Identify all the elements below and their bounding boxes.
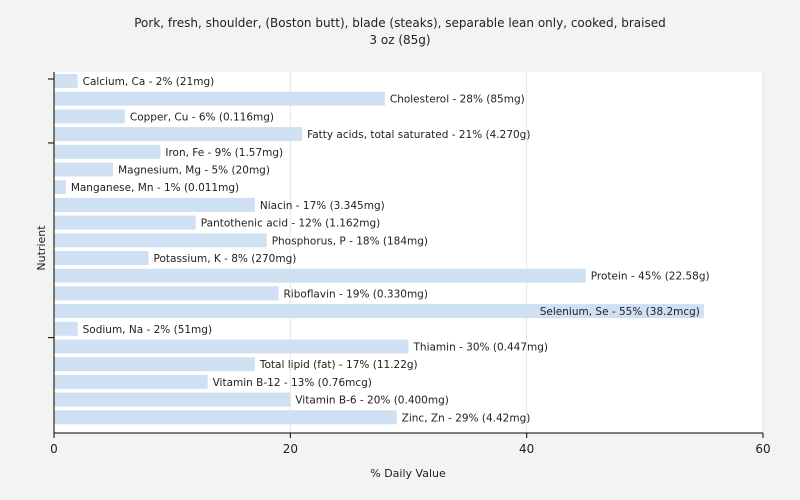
- data-label-18: Vitamin B-6 - 20% (0.400mg): [295, 395, 449, 407]
- data-label-16: Total lipid (fat) - 17% (11.22g): [259, 359, 418, 371]
- x-tick-label-2: 40: [519, 442, 534, 456]
- bar-0: [54, 74, 78, 88]
- x-tick-label-3: 60: [755, 442, 770, 456]
- data-label-7: Niacin - 17% (3.345mg): [260, 200, 385, 212]
- bar-17: [54, 374, 208, 389]
- bar-16: [54, 357, 255, 372]
- data-label-17: Vitamin B-12 - 13% (0.76mcg): [213, 377, 372, 389]
- data-label-19: Zinc, Zn - 29% (4.42mg): [402, 412, 531, 424]
- bar-5: [54, 162, 114, 177]
- data-label-5: Magnesium, Mg - 5% (20mg): [118, 165, 270, 177]
- bar-11: [54, 268, 586, 283]
- bar-14: [54, 321, 78, 336]
- y-axis-title: Nutrient: [35, 225, 48, 271]
- bar-2: [54, 109, 125, 124]
- bar-6: [54, 180, 66, 195]
- bar-4: [54, 144, 161, 159]
- bar-18: [54, 392, 291, 407]
- x-axis-title: % Daily Value: [370, 467, 446, 480]
- data-label-0: Calcium, Ca - 2% (21mg): [83, 76, 215, 88]
- bar-9: [54, 233, 267, 248]
- bar-8: [54, 215, 196, 230]
- bars: [54, 74, 704, 425]
- data-label-14: Sodium, Na - 2% (51mg): [83, 324, 212, 336]
- data-label-6: Manganese, Mn - 1% (0.011mg): [71, 182, 239, 194]
- data-label-15: Thiamin - 30% (0.447mg): [413, 342, 549, 354]
- data-label-12: Riboflavin - 19% (0.330mg): [284, 288, 428, 300]
- data-label-4: Iron, Fe - 9% (1.57mg): [165, 147, 283, 159]
- data-label-9: Phosphorus, P - 18% (184mg): [272, 235, 428, 247]
- data-label-11: Protein - 45% (22.58g): [591, 271, 710, 283]
- bar-3: [54, 127, 303, 142]
- bar-19: [54, 410, 397, 425]
- bar-10: [54, 251, 149, 265]
- chart-title: Pork, fresh, shoulder, (Boston butt), bl…: [134, 16, 666, 30]
- bar-15: [54, 339, 409, 354]
- bar-13: [54, 304, 704, 319]
- chart-subtitle: 3 oz (85g): [369, 33, 430, 47]
- data-label-1: Cholesterol - 28% (85mg): [390, 94, 525, 106]
- x-tick-label-0: 0: [50, 442, 58, 456]
- x-tick-label-1: 20: [283, 442, 298, 456]
- data-label-13: Selenium, Se - 55% (38.2mcg): [540, 306, 700, 318]
- bar-7: [54, 197, 255, 212]
- axes: 0 20 40 60: [48, 72, 771, 456]
- data-labels: Calcium, Ca - 2% (21mg) Cholesterol - 28%…: [71, 76, 710, 424]
- bar-12: [54, 286, 279, 301]
- data-label-8: Pantothenic acid - 12% (1.162mg): [201, 218, 380, 230]
- data-label-2: Copper, Cu - 6% (0.116mg): [130, 111, 274, 123]
- data-label-10: Potassium, K - 8% (270mg): [154, 253, 297, 265]
- data-label-3: Fatty acids, total saturated - 21% (4.27…: [307, 129, 530, 141]
- bar-1: [54, 91, 385, 106]
